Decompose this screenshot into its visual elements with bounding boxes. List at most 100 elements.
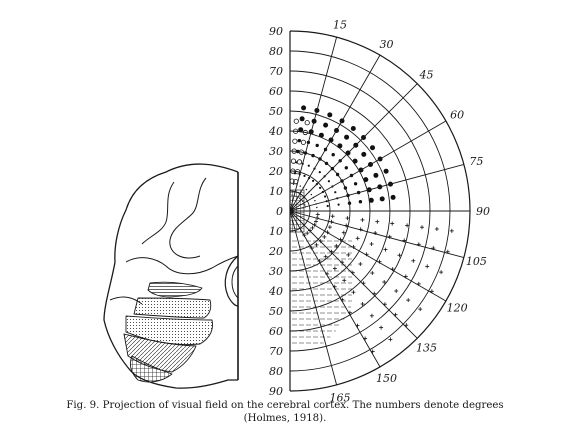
upper-field-open-circle — [304, 120, 310, 126]
upper-field-dot — [337, 203, 340, 206]
upper-field-dot — [312, 179, 315, 182]
lower-field-plus — [394, 289, 399, 293]
lower-field-plus — [406, 298, 411, 303]
lower-field-plus — [388, 337, 393, 342]
upper-field-dot — [344, 166, 348, 170]
eccentricity-label: 80 — [269, 365, 283, 378]
lower-field-plus — [382, 280, 387, 284]
meridian-label: 15 — [333, 19, 347, 32]
upper-field-open-circle — [300, 139, 306, 145]
lower-field-plus — [310, 225, 315, 230]
meridian-spoke — [289, 54, 381, 212]
lower-field-plus — [341, 230, 346, 235]
eccentricity-label: 40 — [268, 125, 283, 138]
upper-field-open-circle — [293, 118, 299, 124]
lower-field-plus — [314, 242, 319, 247]
meridian-spoke — [289, 83, 418, 212]
brain-fold-1 — [141, 181, 175, 245]
upper-field-open-circle — [296, 159, 303, 165]
meridian-spoke — [289, 163, 465, 212]
meridian-label: 90 — [476, 205, 490, 218]
upper-field-dot — [299, 185, 301, 187]
eccentricity-label: 90 — [269, 25, 283, 38]
lower-field-plus — [355, 236, 360, 241]
upper-field-dot — [373, 172, 379, 178]
lower-field-plus — [330, 214, 335, 219]
upper-field-dot — [334, 191, 337, 194]
meridian-label: 30 — [380, 38, 394, 51]
figure-caption: Fig. 9. Projection of visual field on th… — [40, 399, 530, 425]
upper-field-dot — [344, 134, 350, 140]
meridian-label: 75 — [469, 155, 483, 168]
eccentricity-label: 20 — [268, 165, 283, 178]
lower-field-plus — [346, 252, 351, 257]
lower-field-plus — [369, 242, 374, 246]
upper-field-dot — [327, 180, 330, 183]
lower-field-plus — [375, 219, 380, 224]
lower-field-plus — [439, 270, 444, 275]
cortex-grid-region — [129, 355, 173, 383]
upper-field-dot — [303, 174, 306, 177]
upper-field-dot — [319, 186, 322, 189]
lower-field-plus — [397, 253, 402, 258]
occipital-pole-inner — [231, 265, 239, 299]
upper-field-dot — [327, 112, 333, 118]
upper-field-dot — [390, 194, 396, 200]
lower-field-plus — [323, 254, 328, 259]
eccentricity-label: 40 — [268, 285, 283, 298]
lower-field-plus — [305, 231, 310, 236]
lower-field-plus — [358, 262, 363, 266]
upper-field-dot — [305, 188, 308, 191]
eccentricity-label: 30 — [269, 265, 283, 278]
upper-field-dot — [350, 126, 356, 131]
lower-field-plus — [373, 231, 378, 235]
meridian-label: 60 — [450, 109, 464, 122]
lower-field-plus — [322, 234, 327, 239]
lower-field-plus — [351, 290, 356, 295]
upper-field-dot — [297, 138, 301, 143]
meridian-label: 135 — [416, 342, 437, 355]
eccentricity-label: 60 — [269, 325, 283, 338]
upper-field-dot — [383, 168, 389, 174]
lower-field-plus — [369, 313, 374, 318]
eccentricity-label: 80 — [269, 45, 283, 58]
lower-field-plus — [360, 302, 365, 306]
lower-field-plus — [411, 258, 416, 263]
brain-fold-2 — [169, 177, 207, 259]
upper-field-dot — [314, 200, 316, 202]
lower-field-plus — [449, 228, 454, 233]
visual-field-chart: 90 80 70 60 50 40 30 20 10 0 10 20 30 40 50 60 70 80 90 15… — [268, 19, 490, 405]
lower-field-plus — [360, 217, 365, 222]
meridian-label: 165 — [330, 391, 351, 404]
upper-field-dot — [315, 143, 319, 148]
eccentricity-label: 0 — [276, 205, 283, 218]
upper-field-dot — [331, 153, 335, 157]
meridian-spoke — [289, 210, 338, 386]
lower-field-plus — [345, 216, 350, 221]
lower-field-plus — [425, 264, 430, 269]
upper-field-dot — [304, 204, 306, 206]
upper-field-dot — [370, 145, 375, 151]
lower-field-plus — [315, 212, 320, 217]
caption-line-2: (Holmes, 1918). — [243, 413, 327, 424]
cortex-coarse-dots-region — [133, 297, 212, 319]
lower-field-plus — [434, 227, 439, 231]
meridian-spoke — [289, 210, 381, 368]
brain-outline — [103, 163, 239, 389]
meridian-spoke — [289, 210, 418, 339]
meridian-label: 105 — [466, 255, 487, 268]
upper-field-dot — [316, 206, 318, 209]
lower-field-plus — [405, 223, 410, 228]
occipital-pole-curve — [224, 255, 239, 307]
upper-field-dot — [353, 182, 358, 186]
eccentricity-label: 70 — [269, 65, 283, 78]
upper-field-dot — [326, 204, 329, 208]
cortex-hatched-region — [147, 281, 203, 298]
macula-grid-block — [289, 189, 305, 233]
lower-field-plus — [332, 266, 337, 271]
upper-field-dot — [307, 164, 310, 167]
upper-field-dot — [292, 183, 295, 185]
lower-field-plus — [370, 271, 375, 275]
radial-spokes — [289, 36, 465, 386]
